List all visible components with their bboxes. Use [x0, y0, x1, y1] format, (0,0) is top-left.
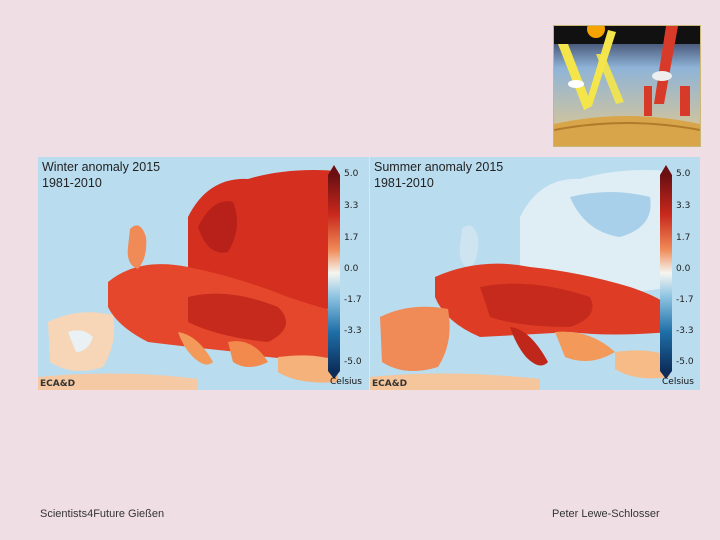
footer-left: Scientists4Future Gießen	[40, 508, 165, 520]
scale-tick: 3.3	[676, 201, 691, 211]
scale-tick: 5.0	[676, 169, 691, 179]
scale-tick: 3.3	[344, 201, 359, 211]
scale-tick: 5.0	[344, 169, 359, 179]
scale-tick: -3.3	[676, 326, 694, 336]
scale-tick: -1.7	[676, 295, 694, 305]
scale-tick: 0.0	[344, 264, 359, 274]
energy-budget-diagram	[553, 25, 701, 147]
summer-anomaly-map: Summer anomaly 2015 1981-2010 5.0 3.3 1.…	[370, 157, 700, 390]
scale-tick: -5.0	[676, 357, 694, 367]
scale-unit: Celsius	[662, 377, 694, 387]
footer-right: Peter Lewe-Schlosser	[552, 508, 660, 520]
eca-logo: ECA&D	[372, 379, 408, 389]
scale-tick: 1.7	[676, 233, 691, 243]
scale-tick: -3.3	[344, 326, 362, 336]
scale-tick: -5.0	[344, 357, 362, 367]
scale-tick: -1.7	[344, 295, 362, 305]
eca-logo: ECA&D	[40, 379, 76, 389]
winter-anomaly-map: Winter anomaly 2015 1981-2010 5.0 3.3 1.…	[38, 157, 369, 390]
winter-map-title: Winter anomaly 2015 1981-2010	[42, 160, 161, 190]
scale-tick: 0.0	[676, 264, 691, 274]
scale-unit: Celsius	[330, 377, 362, 387]
summer-map-title: Summer anomaly 2015 1981-2010	[374, 160, 504, 190]
scale-tick: 1.7	[344, 233, 359, 243]
